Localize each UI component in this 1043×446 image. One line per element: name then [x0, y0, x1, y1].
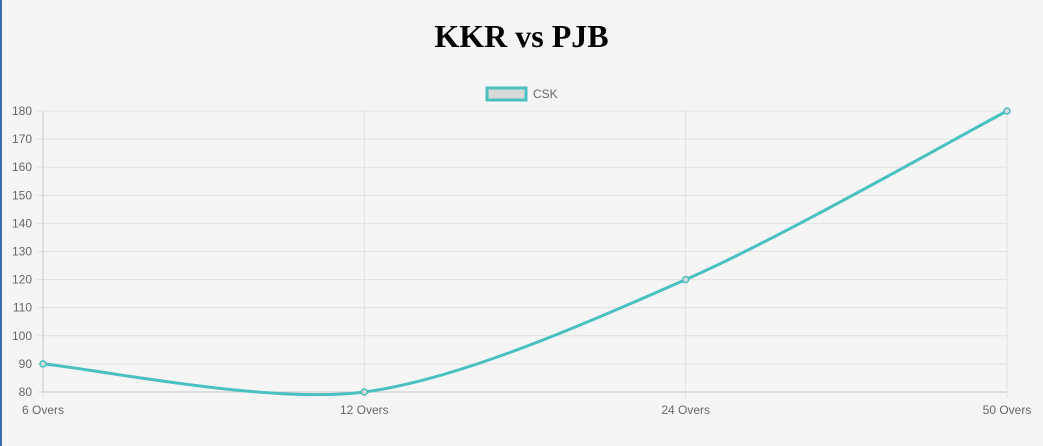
- page-title: KKR vs PJB: [434, 18, 609, 54]
- x-tick-label: 6 Overs: [22, 403, 64, 417]
- y-tick-label: 90: [19, 357, 33, 371]
- x-tick-label: 50 Overs: [983, 403, 1032, 417]
- y-tick-label: 140: [12, 216, 32, 230]
- data-point: [681, 275, 690, 284]
- legend-swatch: [485, 86, 528, 102]
- data-point: [1003, 107, 1011, 115]
- y-tick-label: 80: [19, 385, 33, 399]
- data-point: [360, 388, 369, 396]
- y-tick-label: 160: [12, 160, 32, 174]
- x-axis: 6 Overs 12 Overs 24 Overs 50 Overs: [22, 403, 1031, 417]
- y-tick-label: 100: [12, 329, 32, 343]
- y-tick-label: 180: [12, 104, 32, 118]
- y-axis: 80 90 100 110 120 130 140 150 160 170 180: [12, 104, 32, 399]
- y-tick-label: 130: [12, 245, 32, 259]
- data-point: [39, 360, 47, 368]
- legend-label: CSK: [533, 87, 558, 101]
- window-left-edge: [0, 0, 2, 446]
- y-tick-label: 110: [13, 301, 32, 315]
- series: [39, 107, 1011, 397]
- x-tick-label: 12 Overs: [340, 403, 389, 417]
- y-tick-label: 120: [12, 273, 32, 287]
- x-tick-label: 24 Overs: [661, 403, 710, 417]
- y-tick-label: 170: [12, 132, 32, 146]
- y-tick-label: 150: [12, 188, 32, 202]
- grid: [37, 110, 1008, 398]
- legend[interactable]: CSK: [485, 86, 558, 102]
- series-line-csk: [42, 109, 1008, 397]
